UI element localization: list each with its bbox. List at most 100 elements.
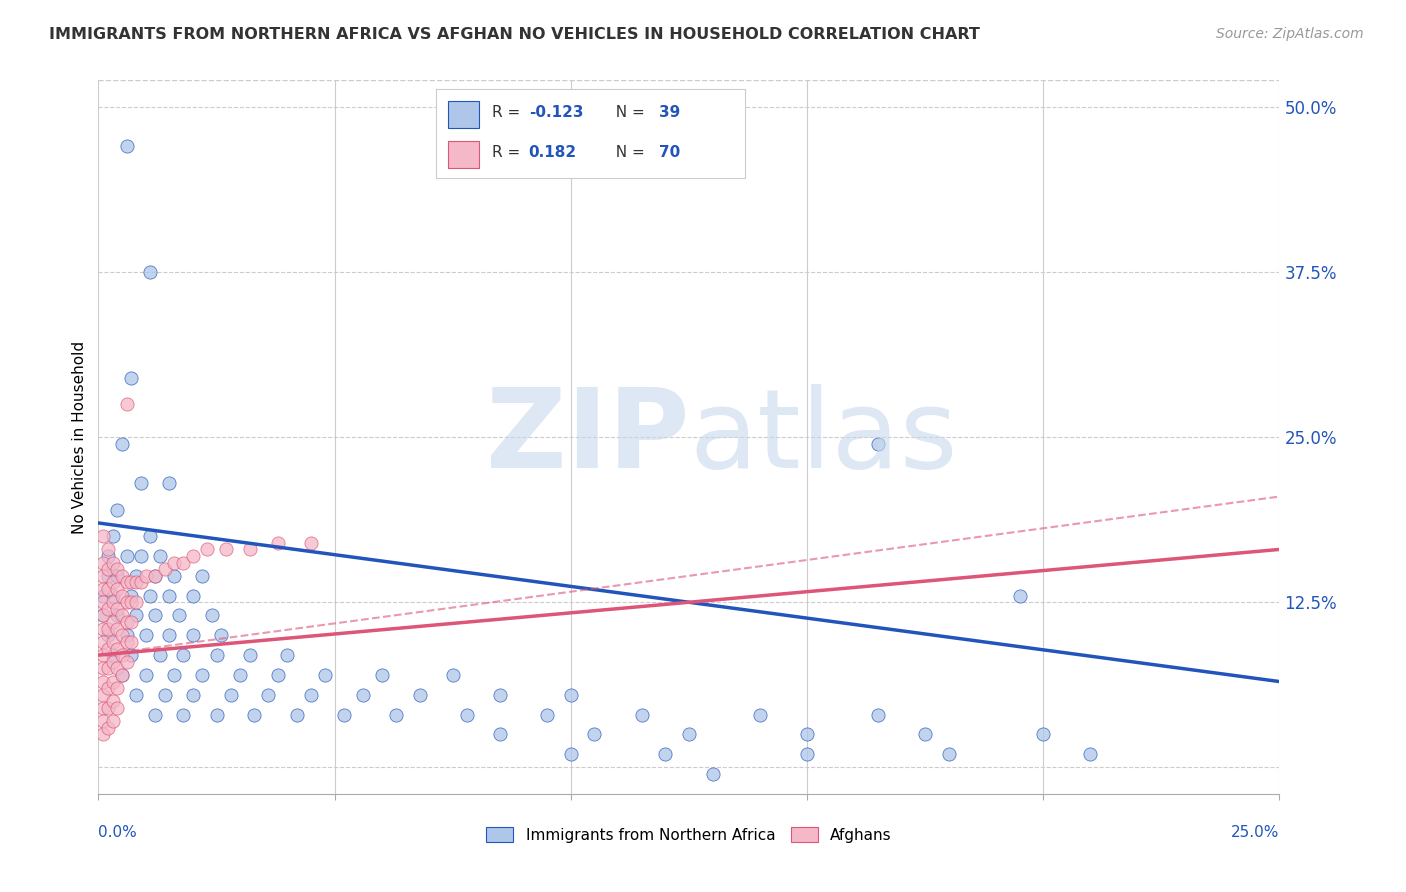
Point	[560, 747, 582, 762]
Point	[91, 661, 114, 675]
Text: N =: N =	[606, 105, 650, 120]
Point	[101, 635, 124, 649]
Point	[181, 589, 204, 603]
Point	[172, 556, 194, 570]
Point	[149, 549, 172, 563]
Point	[489, 727, 512, 741]
Text: 39: 39	[658, 105, 681, 120]
Point	[157, 476, 180, 491]
Point	[111, 628, 134, 642]
Point	[352, 688, 374, 702]
Point	[97, 562, 120, 576]
Point	[91, 582, 114, 596]
Point	[105, 681, 128, 695]
Point	[91, 635, 114, 649]
Point	[153, 562, 176, 576]
Point	[125, 569, 148, 583]
Point	[97, 721, 120, 735]
Point	[796, 727, 818, 741]
Point	[115, 655, 138, 669]
Point	[456, 707, 478, 722]
Point	[201, 608, 224, 623]
Point	[267, 536, 290, 550]
Point	[105, 602, 128, 616]
Point	[560, 688, 582, 702]
Point	[748, 707, 770, 722]
Point	[91, 595, 114, 609]
Point	[139, 529, 162, 543]
Point	[125, 688, 148, 702]
FancyBboxPatch shape	[449, 101, 479, 128]
Point	[91, 529, 114, 543]
Point	[654, 747, 676, 762]
Point	[121, 370, 143, 384]
Point	[111, 668, 134, 682]
Point	[143, 569, 166, 583]
Point	[139, 265, 162, 279]
Point	[441, 668, 464, 682]
Point	[91, 648, 114, 662]
Point	[91, 714, 114, 729]
FancyBboxPatch shape	[449, 141, 479, 168]
Point	[115, 397, 138, 411]
Point	[111, 648, 134, 662]
Point	[678, 727, 700, 741]
Point	[105, 569, 128, 583]
Point	[267, 668, 290, 682]
Point	[129, 476, 152, 491]
Point	[121, 648, 143, 662]
Point	[91, 701, 114, 715]
Point	[115, 615, 138, 629]
Point	[111, 589, 134, 603]
Point	[91, 569, 114, 583]
Point	[181, 688, 204, 702]
Point	[101, 556, 124, 570]
Point	[385, 707, 408, 722]
Point	[111, 608, 134, 623]
Point	[101, 714, 124, 729]
Point	[115, 595, 138, 609]
Point	[111, 668, 134, 682]
Point	[125, 595, 148, 609]
Point	[157, 589, 180, 603]
Point	[97, 569, 120, 583]
Point	[195, 542, 218, 557]
Point	[115, 635, 138, 649]
Point	[101, 615, 124, 629]
Point	[101, 595, 124, 609]
Point	[191, 569, 214, 583]
Point	[257, 688, 280, 702]
Point	[285, 707, 308, 722]
Point	[101, 648, 124, 662]
Point	[91, 556, 114, 570]
Text: R =: R =	[492, 145, 524, 160]
Point	[101, 655, 124, 669]
Point	[914, 727, 936, 741]
Point	[1032, 727, 1054, 741]
Point	[91, 608, 114, 623]
Point	[105, 641, 128, 656]
Point	[101, 694, 124, 708]
Point	[583, 727, 606, 741]
Point	[243, 707, 266, 722]
Point	[125, 608, 148, 623]
Point	[105, 582, 128, 596]
Text: 25.0%: 25.0%	[1232, 825, 1279, 839]
Point	[115, 628, 138, 642]
Text: 0.0%: 0.0%	[98, 825, 138, 839]
Point	[105, 502, 128, 516]
Text: -0.123: -0.123	[529, 105, 583, 120]
Point	[333, 707, 356, 722]
Point	[630, 707, 652, 722]
Point	[97, 582, 120, 596]
Point	[105, 608, 128, 623]
Point	[276, 648, 298, 662]
Point	[105, 701, 128, 715]
Point	[163, 569, 186, 583]
Point	[239, 648, 262, 662]
Point	[91, 608, 114, 623]
Point	[121, 635, 143, 649]
Point	[91, 589, 114, 603]
Point	[239, 542, 262, 557]
Text: 0.182: 0.182	[529, 145, 576, 160]
